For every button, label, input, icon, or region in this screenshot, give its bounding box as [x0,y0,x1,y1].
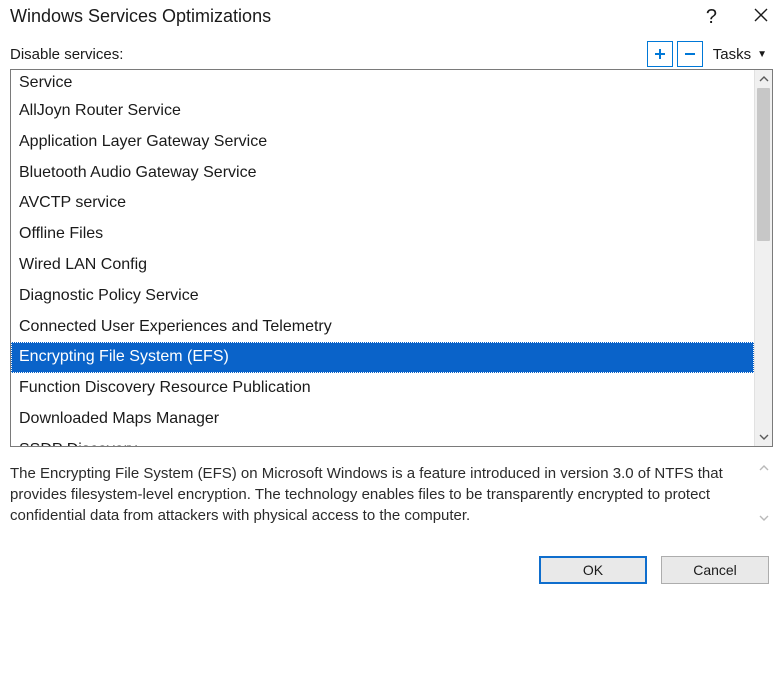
disable-services-label: Disable services: [10,46,123,63]
help-icon[interactable]: ? [706,7,717,27]
list-item[interactable]: Function Discovery Resource Publication [11,373,754,404]
description-scrollbar [755,463,773,526]
list-item[interactable]: Diagnostic Policy Service [11,281,754,312]
description-text: The Encrypting File System (EFS) on Micr… [10,463,755,526]
scroll-thumb[interactable] [757,88,770,241]
titlebar: Windows Services Optimizations ? [0,0,783,37]
description-panel: The Encrypting File System (EFS) on Micr… [10,463,773,526]
toolbar-right: Tasks ▼ [647,41,773,67]
list-item[interactable]: SSDP Discovery [11,435,754,446]
titlebar-controls: ? [706,7,769,27]
chevron-down-icon: ▼ [757,49,767,60]
vertical-scrollbar[interactable] [754,70,772,446]
toolbar: Disable services: Tasks ▼ [0,37,783,69]
dialog-window: Windows Services Optimizations ? Disable… [0,0,783,682]
desc-scroll-down-icon [759,513,769,526]
tasks-label: Tasks [713,46,751,63]
scroll-down-icon[interactable] [755,428,772,446]
scroll-up-icon[interactable] [755,70,772,88]
add-button[interactable] [647,41,673,67]
list-item[interactable]: Wired LAN Config [11,250,754,281]
list-inner: Service AllJoyn Router ServiceApplicatio… [11,70,754,446]
list-item[interactable]: Downloaded Maps Manager [11,404,754,435]
list-item[interactable]: Encrypting File System (EFS) [11,342,754,373]
services-listbox[interactable]: Service AllJoyn Router ServiceApplicatio… [10,69,773,447]
list-item[interactable]: AllJoyn Router Service [11,96,754,127]
cancel-button[interactable]: Cancel [661,556,769,584]
list-item[interactable]: Application Layer Gateway Service [11,127,754,158]
scroll-track[interactable] [755,88,772,428]
tasks-menu-button[interactable]: Tasks ▼ [707,44,773,65]
dialog-buttons: OK Cancel [0,526,783,594]
desc-scroll-up-icon [759,463,769,476]
ok-button[interactable]: OK [539,556,647,584]
close-icon[interactable] [753,7,769,27]
remove-button[interactable] [677,41,703,67]
list-item[interactable]: Offline Files [11,219,754,250]
list-item[interactable]: AVCTP service [11,188,754,219]
column-header-service[interactable]: Service [11,70,754,96]
list-item[interactable]: Bluetooth Audio Gateway Service [11,158,754,189]
list-body: AllJoyn Router ServiceApplication Layer … [11,96,754,446]
list-item[interactable]: Connected User Experiences and Telemetry [11,312,754,343]
window-title: Windows Services Optimizations [10,6,271,27]
